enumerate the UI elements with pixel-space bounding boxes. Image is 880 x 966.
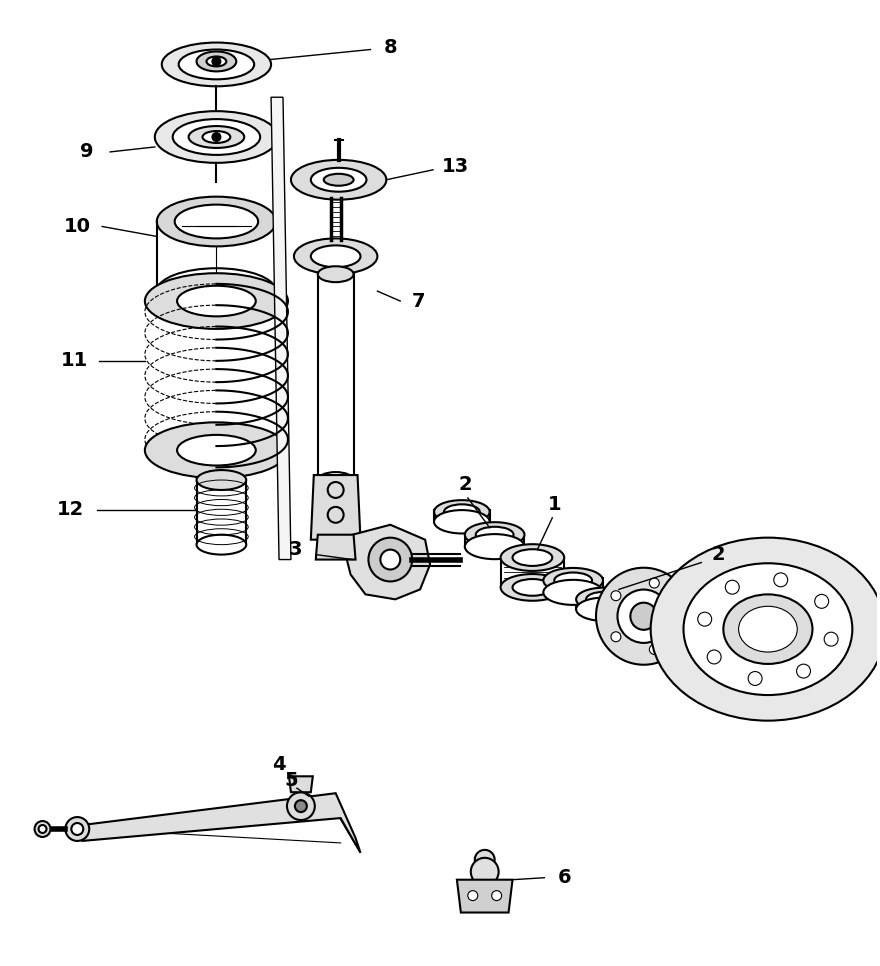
Ellipse shape — [145, 273, 288, 328]
Ellipse shape — [465, 523, 524, 547]
Ellipse shape — [188, 127, 245, 148]
Circle shape — [649, 644, 659, 654]
Ellipse shape — [172, 119, 260, 155]
Text: 11: 11 — [61, 352, 88, 370]
Circle shape — [369, 538, 412, 582]
Polygon shape — [316, 535, 356, 559]
Ellipse shape — [318, 267, 354, 282]
Ellipse shape — [501, 574, 564, 601]
Ellipse shape — [512, 579, 553, 596]
Ellipse shape — [311, 168, 366, 191]
Circle shape — [825, 632, 838, 646]
Text: 3: 3 — [290, 540, 303, 559]
Ellipse shape — [586, 592, 622, 607]
Circle shape — [611, 591, 621, 601]
Circle shape — [71, 823, 84, 835]
Ellipse shape — [723, 594, 812, 664]
Circle shape — [34, 821, 50, 837]
Circle shape — [649, 578, 659, 588]
Circle shape — [748, 671, 762, 686]
Text: 5: 5 — [284, 771, 297, 790]
Polygon shape — [311, 475, 361, 540]
Ellipse shape — [476, 526, 514, 543]
Polygon shape — [289, 777, 312, 792]
Ellipse shape — [291, 159, 386, 200]
Circle shape — [796, 665, 810, 678]
Circle shape — [471, 858, 499, 886]
Text: 13: 13 — [442, 157, 468, 177]
Ellipse shape — [196, 470, 246, 490]
Ellipse shape — [157, 197, 276, 246]
Text: 1: 1 — [547, 496, 561, 514]
Ellipse shape — [543, 568, 603, 593]
Ellipse shape — [179, 49, 254, 79]
Circle shape — [39, 825, 47, 833]
Ellipse shape — [162, 43, 271, 86]
Ellipse shape — [196, 51, 237, 71]
Circle shape — [295, 800, 307, 812]
Circle shape — [815, 594, 829, 609]
Ellipse shape — [157, 269, 276, 314]
Text: 8: 8 — [384, 38, 397, 57]
Ellipse shape — [324, 174, 354, 185]
Ellipse shape — [434, 500, 489, 524]
Circle shape — [475, 850, 495, 869]
Ellipse shape — [175, 205, 258, 239]
Text: 12: 12 — [56, 500, 84, 520]
Ellipse shape — [747, 612, 789, 645]
Ellipse shape — [618, 589, 670, 643]
Text: 2: 2 — [711, 545, 725, 564]
Circle shape — [673, 611, 683, 621]
Ellipse shape — [177, 286, 256, 316]
Ellipse shape — [630, 603, 657, 630]
Ellipse shape — [512, 550, 553, 566]
Circle shape — [380, 550, 400, 570]
Circle shape — [708, 650, 721, 664]
Circle shape — [212, 57, 220, 66]
Ellipse shape — [576, 598, 632, 621]
Circle shape — [65, 817, 89, 841]
Polygon shape — [457, 880, 512, 913]
Circle shape — [212, 133, 220, 141]
Text: 6: 6 — [557, 868, 571, 887]
Ellipse shape — [318, 472, 354, 488]
Text: 7: 7 — [411, 292, 425, 310]
Ellipse shape — [554, 573, 592, 588]
Circle shape — [725, 581, 739, 594]
Ellipse shape — [543, 580, 603, 605]
Ellipse shape — [196, 535, 246, 554]
Text: 2: 2 — [458, 475, 472, 495]
Ellipse shape — [444, 504, 480, 520]
Text: 4: 4 — [272, 754, 286, 774]
Polygon shape — [82, 793, 361, 853]
Ellipse shape — [434, 510, 489, 533]
Circle shape — [287, 792, 315, 820]
Polygon shape — [346, 525, 430, 599]
Ellipse shape — [596, 568, 692, 665]
Ellipse shape — [576, 587, 632, 611]
Circle shape — [774, 573, 788, 586]
Text: 9: 9 — [80, 142, 94, 161]
Ellipse shape — [207, 56, 226, 67]
Text: 10: 10 — [64, 217, 91, 236]
Ellipse shape — [145, 422, 288, 478]
Circle shape — [468, 891, 478, 900]
Ellipse shape — [311, 245, 361, 268]
Ellipse shape — [501, 544, 564, 571]
Ellipse shape — [202, 131, 231, 143]
Ellipse shape — [738, 607, 797, 652]
Ellipse shape — [155, 111, 278, 163]
Ellipse shape — [177, 435, 256, 466]
Circle shape — [492, 891, 502, 900]
Ellipse shape — [650, 538, 880, 721]
Polygon shape — [271, 98, 291, 559]
Ellipse shape — [465, 534, 524, 559]
Circle shape — [611, 632, 621, 641]
Ellipse shape — [684, 563, 853, 696]
Ellipse shape — [294, 239, 378, 274]
Circle shape — [698, 612, 712, 626]
